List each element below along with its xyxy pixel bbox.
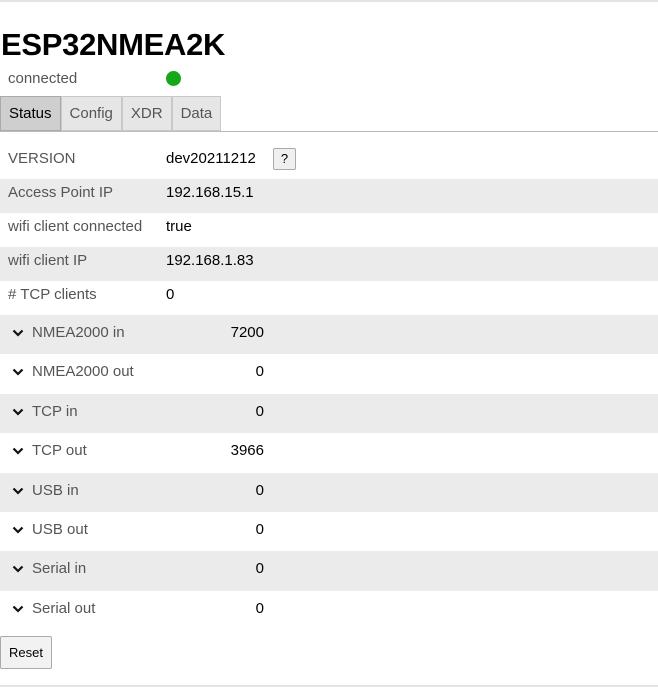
chevron-down-icon[interactable] <box>12 329 24 337</box>
counter-row[interactable]: USB out 0 <box>0 512 658 551</box>
bottom-divider <box>0 685 658 687</box>
help-button[interactable]: ? <box>273 148 296 170</box>
counter-label: USB in <box>32 481 79 499</box>
counter-row[interactable]: TCP in 0 <box>0 393 658 434</box>
status-label: wifi client connected <box>8 218 143 235</box>
tab-bar: Status Config XDR Data <box>0 96 222 131</box>
chevron-down-icon[interactable] <box>12 565 24 573</box>
reset-button[interactable]: Reset <box>0 636 52 669</box>
chevron-down-icon[interactable] <box>12 447 24 455</box>
chevron-down-icon[interactable] <box>12 408 24 416</box>
status-row: wifi client IP 192.168.1.83 <box>0 247 658 281</box>
status-row: # TCP clients 0 <box>0 281 658 315</box>
tab-data[interactable]: Data <box>171 96 222 131</box>
status-value: 0 <box>166 286 175 303</box>
counter-label: Serial out <box>32 599 96 617</box>
status-row: VERSION dev20211212? <box>0 145 658 179</box>
tab-divider <box>0 131 658 132</box>
top-divider <box>0 0 658 2</box>
tab-xdr[interactable]: XDR <box>121 96 172 131</box>
tab-status[interactable]: Status <box>0 96 61 131</box>
counter-row[interactable]: NMEA2000 in 7200 <box>0 315 658 355</box>
counter-value: 0 <box>255 363 264 381</box>
counter-value: 0 <box>255 402 264 420</box>
counter-row[interactable]: USB in 0 <box>0 472 658 512</box>
status-value: dev20211212 <box>166 150 256 167</box>
counter-value: 0 <box>255 560 264 578</box>
connection-status: connected <box>8 70 78 87</box>
counter-row[interactable]: Serial out 0 <box>0 591 658 630</box>
tab-config[interactable]: Config <box>60 96 122 131</box>
counter-row[interactable]: Serial in 0 <box>0 551 658 591</box>
counter-label: TCP out <box>32 442 87 460</box>
chevron-down-icon[interactable] <box>12 526 24 534</box>
counter-row[interactable]: TCP out 3966 <box>0 433 658 472</box>
counter-label: NMEA2000 out <box>32 363 134 381</box>
status-row: Access Point IP 192.168.15.1 <box>0 179 658 213</box>
counter-value: 0 <box>255 481 264 499</box>
counter-label: NMEA2000 in <box>32 324 125 341</box>
counter-label: TCP in <box>32 402 78 420</box>
status-value: 192.168.1.83 <box>166 252 254 269</box>
counter-value: 0 <box>255 520 264 538</box>
page-title: ESP32NMEA2K <box>1 27 226 62</box>
chevron-down-icon[interactable] <box>12 487 24 495</box>
status-table: VERSION dev20211212? Access Point IP 192.16… <box>0 145 658 630</box>
status-label: VERSION <box>8 150 76 167</box>
status-label: wifi client IP <box>8 252 88 269</box>
status-value: 192.168.15.1 <box>166 184 254 201</box>
chevron-down-icon[interactable] <box>12 605 24 613</box>
status-label: # TCP clients <box>8 286 97 303</box>
counter-value: 7200 <box>230 324 264 341</box>
status-value: true <box>166 218 192 235</box>
counter-label: USB out <box>32 520 88 538</box>
chevron-down-icon[interactable] <box>12 368 24 376</box>
status-label: Access Point IP <box>8 184 114 201</box>
status-row: wifi client connected true <box>0 213 658 247</box>
counter-row[interactable]: NMEA2000 out 0 <box>0 354 658 393</box>
counter-label: Serial in <box>32 560 87 578</box>
counter-value: 3966 <box>230 442 264 460</box>
counter-value: 0 <box>255 599 264 617</box>
connection-indicator-icon <box>166 71 181 86</box>
